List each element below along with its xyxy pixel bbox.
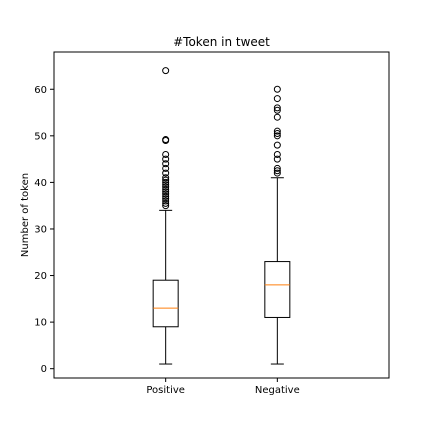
outlier-point xyxy=(162,169,170,177)
outlier-point xyxy=(162,185,170,193)
outlier-point xyxy=(162,174,170,182)
iqr-box xyxy=(264,261,291,318)
outlier-point xyxy=(273,167,281,175)
y-tick-label: 40 xyxy=(34,178,47,189)
box-series-negative xyxy=(264,85,291,365)
outlier-point xyxy=(273,127,281,135)
outlier-point xyxy=(273,169,281,177)
outlier-point xyxy=(162,188,170,196)
iqr-box xyxy=(152,279,179,328)
y-tick-label: 20 xyxy=(34,271,47,282)
outlier-point xyxy=(162,183,170,191)
outlier-point xyxy=(162,192,170,200)
outlier-point xyxy=(162,155,170,163)
y-tick-label: 0 xyxy=(41,364,47,375)
outlier-point xyxy=(273,130,281,137)
outlier-point xyxy=(162,181,170,189)
outlier-point xyxy=(162,197,170,205)
outlier-point xyxy=(273,95,281,103)
outlier-point xyxy=(162,190,170,198)
outlier-point xyxy=(162,202,170,210)
outlier-point xyxy=(162,160,170,168)
x-tick-label: Positive xyxy=(146,385,185,396)
y-tick-label: 10 xyxy=(34,318,47,329)
outlier-point xyxy=(162,150,170,158)
outlier-point xyxy=(273,150,281,158)
plot-frame xyxy=(53,51,390,379)
outlier-point xyxy=(162,176,170,184)
outlier-point xyxy=(273,85,281,93)
outlier-point xyxy=(162,195,170,203)
y-tick-label: 50 xyxy=(34,131,47,142)
y-tick-label: 60 xyxy=(34,85,47,96)
x-tick-label: Negative xyxy=(255,385,300,396)
outlier-point xyxy=(162,178,170,186)
outlier-point xyxy=(273,164,281,172)
outlier-point xyxy=(273,132,281,140)
plot-area: 0 10 20 30 40 50 60 Positive Negative xyxy=(34,67,300,396)
outlier-point xyxy=(273,106,281,114)
outlier-point xyxy=(162,199,170,207)
outlier-point xyxy=(273,113,281,121)
outlier-point xyxy=(162,136,170,144)
outlier-point xyxy=(273,141,281,149)
y-axis-label: Number of token xyxy=(20,173,31,257)
box-series-positive xyxy=(152,67,179,365)
outlier-point xyxy=(162,67,170,75)
outlier-point xyxy=(162,164,170,172)
chart-title: #Token in tweet xyxy=(173,35,270,49)
y-tick-label: 30 xyxy=(34,224,47,235)
outlier-point xyxy=(273,104,281,112)
outlier-point xyxy=(273,155,281,163)
